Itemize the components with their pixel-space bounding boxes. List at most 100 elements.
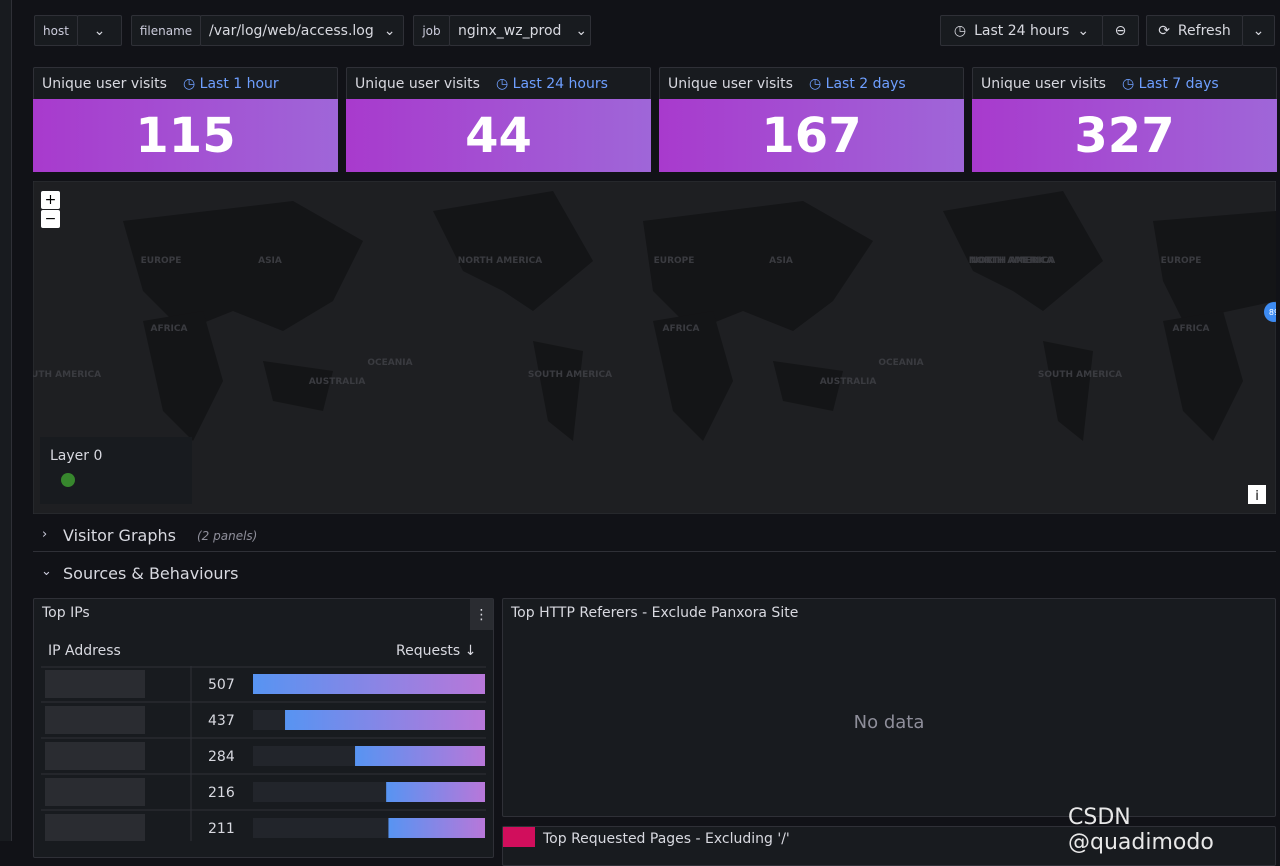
column-header[interactable]: IP Address [48,643,121,659]
zoom-out-button[interactable] [41,210,60,228]
var-dropdown[interactable]: ⌄ [77,15,122,46]
stat-range: ◷ Last 7 days [1121,75,1219,92]
var-value[interactable]: nginx_wz_prod ⌄ [449,15,591,46]
zoom-in-text: + [45,192,57,208]
var-label: filename [131,15,201,46]
region-label: SOUTH AMERICA [528,370,612,380]
region-label: AFRICA [1173,324,1210,334]
legend-text: Layer 0 [50,448,102,464]
panel-title: Top IPs [42,605,90,621]
stat-title: Unique user visits [355,75,480,92]
panel-title: Top Requested Pages - Excluding '/' [543,831,790,847]
panel-title: Top HTTP Referers - Exclude Panxora Site [511,605,799,621]
sidebar [0,0,12,841]
region-label: ASIA [258,256,282,266]
region-label: EUROPE [141,256,182,266]
stat-range-text: Last 7 days [1138,75,1219,92]
stat-header: Unique user visits ◷ Last 1 hour [33,67,338,100]
region-label: AFRICA [151,324,188,334]
stat-value: 44 [346,99,651,172]
stat-header: Unique user visits ◷ Last 7 days [972,67,1277,100]
watermark: CSDN @quadimodo [1068,805,1214,855]
ip-redacted [45,814,145,841]
no-data: No data [853,712,925,733]
ip-redacted [45,706,145,734]
refresh-dropdown[interactable]: ⌄ [1242,15,1275,46]
region-label: SOUTH AMERICA [33,370,101,380]
request-bar [253,674,485,694]
request-bar [388,818,485,838]
row-title[interactable]: Sources & Behaviours [63,564,239,583]
region-label: AUSTRALIA [820,377,877,387]
stat-range: ◷ Last 1 hour [182,75,279,92]
request-count: 284 [208,749,235,765]
error-badge[interactable] [503,827,535,847]
legend-dot [61,473,75,487]
stat-header: Unique user visits ◷ Last 24 hours [346,67,651,100]
request-bar [285,710,485,730]
stat-range: ◷ Last 24 hours [495,75,608,92]
region-label: AFRICA [663,324,700,334]
var-label: host [34,15,78,46]
region-label: AUSTRALIA [309,377,366,387]
divider [33,551,1276,552]
region-label: OCEANIA [367,358,412,368]
row-chevron[interactable]: › [42,527,48,542]
map-legend [40,437,192,504]
time-text: Last 24 hours [974,22,1070,39]
request-count: 211 [208,821,235,837]
refresh-button[interactable]: ⟳ Refresh [1146,15,1243,46]
var-text: nginx_wz_prod [458,22,562,39]
panel-menu[interactable]: ⋮ [470,599,493,630]
zoom-out-time[interactable]: ⊖ [1102,15,1139,46]
column-text: Requests [396,643,461,659]
map-panel: + − Layer 0 89 i EUROPE ASIA NORTH AMERICA… [33,181,1276,514]
info-text: i [1255,489,1259,504]
var-label: job [413,15,450,46]
stat-title: Unique user visits [981,75,1106,92]
row-note: (2 panels) [197,529,258,543]
stat-title: Unique user visits [42,75,167,92]
info-button[interactable] [1248,485,1266,504]
zoom-in-button[interactable] [41,191,60,209]
region-label: EUROPE [1161,256,1202,266]
ip-table: 507 437 284 216 211 [41,666,486,841]
var-value[interactable]: /var/log/web/access.log ⌄ [200,15,404,46]
request-count: 437 [208,713,235,729]
region-label: ASIA [769,256,793,266]
region-label: NORTH AMERICA [458,256,542,266]
column-header[interactable]: Requests ↓ [396,643,477,659]
stat-range: ◷ Last 2 days [808,75,906,92]
stat-range-text: Last 1 hour [199,75,279,92]
referers-panel [502,598,1276,817]
time-picker[interactable]: ◷ Last 24 hours ⌄ [940,15,1103,46]
stat-header: Unique user visits ◷ Last 2 days [659,67,964,100]
cluster-marker[interactable] [1264,302,1276,322]
stat-range-text: Last 2 days [825,75,906,92]
request-count: 507 [208,677,235,693]
zoom-out-text: − [45,211,57,227]
region-label: SOUTH AMERICA [1038,370,1122,380]
request-count: 216 [208,785,235,801]
row-title[interactable]: Visitor Graphs [63,526,176,545]
ip-redacted [45,670,145,698]
cluster-text: 89 [1269,308,1276,317]
request-bar [355,746,485,766]
stat-value: 167 [659,99,964,172]
var-text: /var/log/web/access.log [209,22,374,39]
refresh-text: Refresh [1177,22,1231,39]
row-chevron[interactable]: ⌄ [41,564,52,579]
stat-value: 115 [33,99,338,172]
region-label: NORTH AMERICA [969,256,1053,266]
landmass [123,191,1276,441]
stat-title: Unique user visits [668,75,793,92]
stat-range-text: Last 24 hours [512,75,608,92]
region-label: OCEANIA [878,358,923,368]
stat-value: 327 [972,99,1277,172]
region-label: NORTH AMERICA [971,256,1055,266]
ip-redacted [45,778,145,806]
ip-redacted [45,742,145,770]
request-bar [386,782,485,802]
region-label: EUROPE [654,256,695,266]
